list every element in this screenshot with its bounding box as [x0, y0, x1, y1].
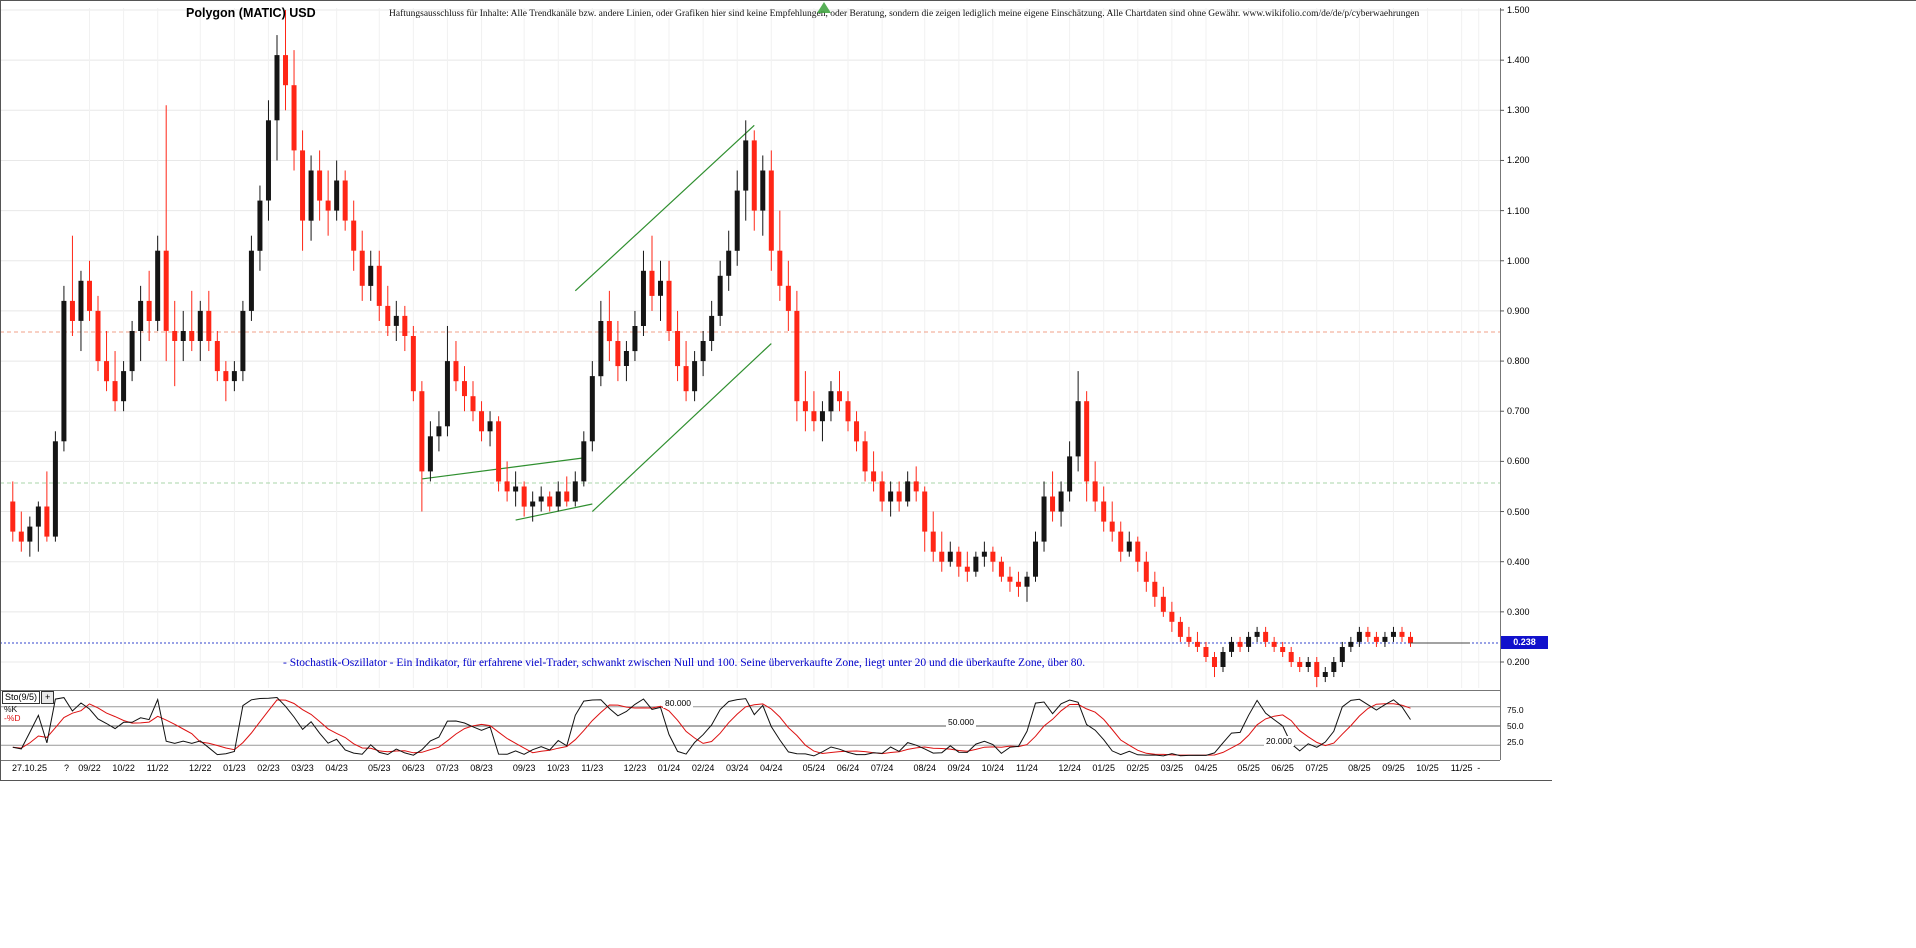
- x-axis-label: 12/22: [189, 763, 212, 773]
- x-axis-label: 10/25: [1416, 763, 1439, 773]
- y-axis-label: 0.500: [1507, 506, 1530, 517]
- x-axis-label: 10/23: [546, 763, 570, 773]
- draw-marker-icon[interactable]: [817, 2, 831, 13]
- stochastic-k-legend: %K: [4, 704, 18, 714]
- axis-date-label: 27.10.25: [12, 763, 48, 773]
- x-axis-label: -: [1477, 763, 1481, 773]
- x-axis-label: 08/23: [470, 763, 493, 773]
- candles-series: [10, 10, 1414, 688]
- x-axis-label: 03/23: [291, 763, 314, 773]
- oscillator-level-label: 80.000: [663, 697, 693, 708]
- disclaimer-text: Haftungsausschluss für Inhalte: Alle Tre…: [389, 9, 1420, 19]
- oscillator-axis-label: 25.0: [1507, 737, 1524, 747]
- y-axis-label: 0.400: [1507, 556, 1530, 567]
- x-axis-label: 02/25: [1126, 763, 1150, 773]
- y-axis-label: 1.000: [1507, 255, 1530, 266]
- stochastic-note: - Stochastik-Oszillator - Ein Indikator,…: [283, 657, 1086, 669]
- x-axis-label: 10/22: [112, 763, 135, 773]
- x-axis-label: 08/25: [1348, 763, 1371, 773]
- indicator-label[interactable]: Sto(9/5): [2, 691, 41, 704]
- x-axis-label: 06/24: [836, 763, 860, 773]
- x-axis-label: 02/23: [257, 763, 280, 773]
- x-axis-label: 05/23: [367, 763, 391, 773]
- x-axis-label: 07/25: [1305, 763, 1329, 773]
- x-axis-label: 03/25: [1160, 763, 1184, 773]
- x-axis-label: 08/24: [913, 763, 936, 773]
- axis-question-label: ?: [64, 763, 70, 773]
- y-axis-label: 1.500: [1507, 5, 1530, 15]
- y-axis-label: 0.900: [1507, 305, 1530, 316]
- y-axis-label: 0.700: [1507, 406, 1530, 417]
- indicator-add-button[interactable]: +: [41, 691, 55, 704]
- x-axis-label: 11/25: [1450, 763, 1473, 773]
- y-axis-label: 1.400: [1507, 55, 1530, 66]
- x-axis-label: 06/25: [1271, 763, 1294, 773]
- current-price-tag: 0.238: [1501, 636, 1548, 650]
- y-axis-label: 1.100: [1507, 205, 1530, 216]
- x-axis-label: 06/23: [402, 763, 425, 773]
- trendlines[interactable]: [421, 124, 772, 521]
- y-axis-label: 0.800: [1507, 356, 1530, 367]
- oscillator-axis-label: 75.0: [1507, 705, 1524, 715]
- oscillator-level-label: 50.000: [946, 717, 976, 727]
- stochastic-k-line: [12, 696, 1411, 757]
- x-axis-label: 09/22: [78, 763, 101, 773]
- x-axis-label: 11/23: [581, 763, 604, 773]
- stochastic-d-legend: -%D: [4, 713, 21, 723]
- x-axis-label: 09/23: [512, 763, 536, 773]
- x-axis-label: 01/24: [657, 763, 681, 773]
- x-axis-label: 10/24: [981, 763, 1005, 773]
- x-axis-label: 05/24: [802, 763, 826, 773]
- y-axis-label: 0.600: [1507, 456, 1530, 467]
- x-axis: 27.10.25 ? 09/22 10/22 11/22 12/22 01/23 02/2…: [0, 763, 1560, 777]
- stochastic-d-line: [12, 699, 1411, 756]
- x-axis-label: 07/23: [436, 763, 459, 773]
- x-axis-label: 05/25: [1237, 763, 1260, 773]
- y-axis-label: 0.300: [1507, 606, 1530, 617]
- x-axis-label: 02/24: [691, 763, 715, 773]
- panel-borders: [0, 0, 1916, 781]
- oscillator-axis-label: 50.0: [1507, 721, 1524, 731]
- x-axis-label: 12/23: [623, 763, 647, 773]
- x-axis-label: 09/25: [1382, 763, 1405, 773]
- x-axis-label: 04/23: [325, 763, 348, 773]
- oscillator-level-label: 20.000: [1264, 736, 1294, 747]
- y-axis-label: 0.200: [1507, 657, 1530, 667]
- x-axis-label: 11/22: [146, 763, 169, 773]
- x-axis-label: 04/24: [760, 763, 783, 773]
- x-axis-label: 03/24: [725, 763, 749, 773]
- x-axis-label: 11/24: [1016, 763, 1038, 773]
- x-axis-label: 12/24: [1058, 763, 1081, 773]
- chart-title: Polygon (MATIC) USD: [186, 6, 316, 20]
- y-axis-label: 1.300: [1507, 105, 1530, 116]
- x-axis-label: 04/25: [1194, 763, 1218, 773]
- x-axis-label: 07/24: [870, 763, 894, 773]
- x-axis-label: 09/24: [947, 763, 971, 773]
- x-axis-label: 01/25: [1092, 763, 1115, 773]
- y-axis: 1.500 1.400 1.300 1.200 1.100 1.000 0.900 0.800…: [1507, 0, 1551, 780]
- y-axis-label: 1.200: [1507, 155, 1530, 166]
- gridlines: [0, 8, 1500, 688]
- indicator-box: Sto(9/5) +: [2, 691, 55, 704]
- x-axis-label: 01/23: [223, 763, 246, 773]
